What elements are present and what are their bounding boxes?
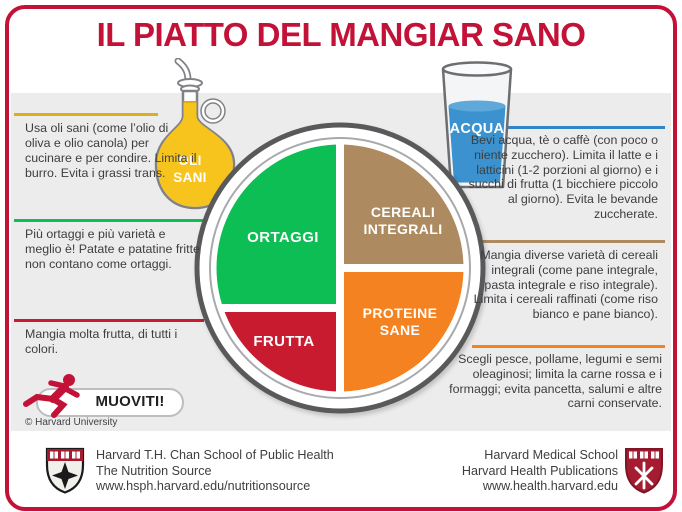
copyright-text: © Harvard University — [25, 417, 118, 428]
footer-left-url[interactable]: www.hsph.harvard.edu/nutritionsource — [96, 479, 311, 493]
oil-bottle-label: OLI SANI — [150, 152, 230, 186]
footer-right-url[interactable]: www.health.harvard.edu — [482, 479, 618, 493]
oil-label-line1: OLI — [178, 153, 202, 168]
footer-left-org: Harvard T.H. Chan School of Public Healt… — [96, 448, 334, 462]
water-glass-icon — [441, 61, 513, 189]
plate-label-fruit: FRUTTA — [253, 333, 315, 350]
fruit-connector-line — [14, 319, 204, 322]
plate-label-grains: CEREALI INTEGRALI — [343, 204, 463, 238]
grains-label-line2: INTEGRALI — [363, 221, 443, 237]
tip-water: Bevi acqua, tè o caffè (con poco o nient… — [468, 133, 658, 221]
plate-label-protein: PROTEINE SANE — [340, 305, 460, 339]
footer-left-dept: The Nutrition Source — [96, 463, 212, 478]
tip-vegetables: Più ortaggi e più varietà e meglio è! Pa… — [25, 227, 200, 271]
page-title: IL PIATTO DEL MANGIAR SANO — [96, 16, 586, 53]
tip-oils: Usa oli sani (come l’olio di oliva e oli… — [25, 121, 197, 180]
footer-right: Harvard Medical School Harvard Health Pu… — [390, 448, 618, 495]
water-glass-label: ACQUA — [449, 121, 505, 137]
tip-fruit: Mangia molta frutta, di tutti i colori. — [25, 327, 178, 356]
vegetables-connector-line — [14, 219, 222, 222]
water-connector-line — [505, 126, 665, 129]
footer-right-dept: Harvard Health Publications — [461, 463, 618, 478]
tip-grains: Mangia diverse varietà di cereali integr… — [473, 248, 658, 322]
footer-left: Harvard T.H. Chan School of Public Healt… — [96, 448, 334, 495]
tip-protein: Scegli pesce, pollame, legumi e semi ole… — [449, 352, 662, 411]
oils-connector-line — [14, 113, 158, 116]
footer-right-org: Harvard Medical School — [484, 448, 618, 462]
oil-bottle-icon — [154, 58, 236, 210]
oil-label-line2: SANI — [173, 170, 207, 185]
protein-connector-line — [472, 345, 665, 348]
hsph-shield-icon — [45, 447, 85, 494]
grains-label-line1: CEREALI — [370, 204, 436, 220]
plate-label-vegetables: ORTAGGI — [247, 229, 319, 246]
move-button-label: MUOVITI! — [95, 393, 165, 410]
runner-icon — [23, 374, 80, 418]
protein-label-line2: SANE — [379, 322, 421, 338]
grains-connector-line — [470, 240, 665, 243]
protein-label-line1: PROTEINE — [362, 305, 438, 321]
healthy-plate — [194, 122, 486, 414]
hms-shield-icon — [625, 448, 663, 494]
